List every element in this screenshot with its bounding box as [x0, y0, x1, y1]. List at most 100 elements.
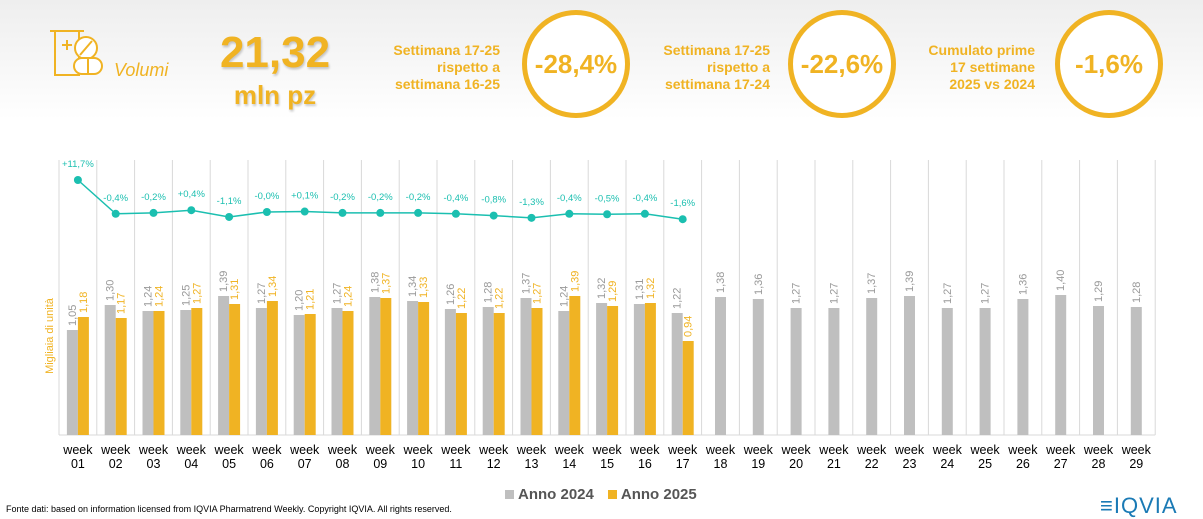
line-point: [640, 209, 649, 218]
line-value-label: -1,1%: [217, 196, 242, 207]
line-value-label: -0,2%: [330, 192, 355, 203]
line-value-label: -0,2%: [368, 192, 393, 203]
bar-anno-2024: [671, 313, 683, 435]
bar-value-label: 1,21: [305, 289, 317, 310]
bar-anno-2024: [255, 308, 267, 435]
kpi-3-caption: Cumulato prime 17 settimane 2025 vs 2024: [928, 42, 1035, 92]
bar-value-label: 1,28: [1131, 282, 1143, 303]
x-tick-label: week 02: [101, 443, 131, 471]
x-tick-label: week 25: [970, 443, 1000, 471]
bar-value-label: 1,33: [418, 277, 430, 298]
line-value-label: -0,4%: [557, 193, 582, 204]
iqvia-logo: ≡IQVIA: [1100, 493, 1178, 518]
bar-anno-2024: [866, 298, 878, 435]
line-value-label: +0,1%: [291, 191, 319, 202]
line-point: [451, 209, 460, 218]
bar-anno-2025: [153, 311, 165, 435]
bar-value-label: 1,20: [294, 290, 306, 311]
bar-anno-2024: [180, 310, 192, 435]
x-tick-label: week 26: [1008, 443, 1038, 471]
x-tick-label: week 12: [479, 443, 509, 471]
bar-anno-2024: [596, 303, 608, 435]
line-value-label: -0,4%: [632, 193, 657, 204]
bar-anno-2025: [607, 306, 619, 435]
bar-anno-2024: [558, 311, 570, 435]
bar-value-label: 1,29: [1093, 281, 1105, 302]
bar-value-label: 1,37: [521, 273, 533, 294]
x-tick-label: week 22: [857, 443, 887, 471]
bar-value-label: 1,27: [791, 283, 803, 304]
bar-anno-2024: [752, 299, 764, 435]
x-tick-label: week 27: [1046, 443, 1076, 471]
bar-anno-2024: [520, 298, 532, 435]
bar-anno-2024: [218, 296, 230, 435]
x-tick-label: week 01: [63, 443, 93, 471]
kpi-3-circle: -1,6%: [1055, 10, 1163, 118]
bar-value-label: 1,29: [607, 281, 619, 302]
x-tick-label: week 11: [441, 443, 471, 471]
line-point: [300, 207, 309, 216]
x-tick-label: week 05: [214, 443, 244, 471]
x-tick-label: week 14: [554, 443, 584, 471]
kpi-1-caption: Settimana 17-25 rispetto a settimana 16-25: [393, 42, 500, 92]
bar-anno-2024: [790, 308, 802, 435]
x-tick-label: week 06: [252, 443, 282, 471]
bar-anno-2025: [380, 298, 392, 435]
line-value-label: -0,4%: [443, 193, 468, 204]
legend-2025: Anno 2025: [607, 486, 697, 503]
bar-value-label: 1,34: [267, 276, 279, 297]
chart: 1,051,181,301,17 1,24 1,24 1,25 1,271,39 1,31…: [58, 159, 1156, 436]
x-tick-label: week 16: [630, 443, 660, 471]
x-tick-label: week 04: [176, 443, 206, 471]
bar-value-label: 1,38: [369, 272, 381, 293]
bar-value-label: 1,36: [753, 274, 765, 295]
bar-anno-2025: [455, 313, 467, 435]
line-point: [489, 211, 498, 220]
x-tick-label: week 13: [516, 443, 547, 471]
bar-value-label: 1,24: [143, 286, 155, 307]
line-point: [565, 209, 574, 218]
x-tick-label: week 18: [705, 443, 736, 471]
kpi-2-caption: Settimana 17-25 rispetto a settimana 17-24: [663, 42, 770, 92]
bar-value-label: 1,27: [191, 283, 203, 304]
x-tick-label: week 19: [743, 443, 773, 471]
line-point: [527, 213, 536, 222]
bar-anno-2024: [1130, 307, 1142, 435]
bar-anno-2024: [369, 297, 381, 435]
bar-anno-2024: [444, 309, 456, 435]
bar-value-label: 1,32: [596, 278, 608, 299]
source-footer: Fonte dati: based on information license…: [6, 504, 452, 514]
bar-anno-2025: [304, 314, 316, 435]
x-tick-label: week 09: [365, 443, 395, 471]
bar-value-label: 1,38: [715, 272, 727, 293]
x-tick-label: week 28: [1083, 443, 1114, 471]
bar-anno-2025: [569, 296, 581, 435]
bar-value-label: 1,27: [828, 283, 840, 304]
x-tick-label: week 24: [932, 443, 962, 471]
line-value-label: -0,4%: [103, 193, 128, 204]
bar-value-label: 1,24: [154, 286, 166, 307]
bar-anno-2025: [342, 311, 354, 435]
bar-anno-2024: [104, 305, 116, 435]
bar-anno-2025: [682, 341, 694, 435]
line-point: [603, 210, 612, 219]
bar-anno-2024: [482, 307, 494, 435]
bar-anno-2024: [904, 296, 915, 435]
bar-anno-2024: [142, 311, 154, 435]
bar-anno-2025: [115, 318, 127, 435]
line-point: [678, 215, 687, 224]
bar-value-label: 1,34: [407, 276, 419, 297]
line-value-label: +11,7%: [62, 159, 94, 170]
bar-value-label: 1,31: [229, 279, 241, 300]
bar-value-label: 1,31: [634, 279, 646, 300]
bar-anno-2024: [633, 304, 645, 435]
bar-value-label: 1,27: [942, 283, 954, 304]
x-tick-label: week 23: [894, 443, 925, 471]
medicine-pills-icon: [50, 30, 103, 76]
bar-value-label: 1,32: [645, 278, 657, 299]
bar-anno-2024: [828, 308, 840, 435]
bar-anno-2024: [66, 330, 78, 435]
line-value-label: -0,2%: [141, 192, 166, 203]
bar-value-label: 1,05: [67, 305, 79, 326]
bar-value-label: 0,94: [683, 316, 695, 337]
